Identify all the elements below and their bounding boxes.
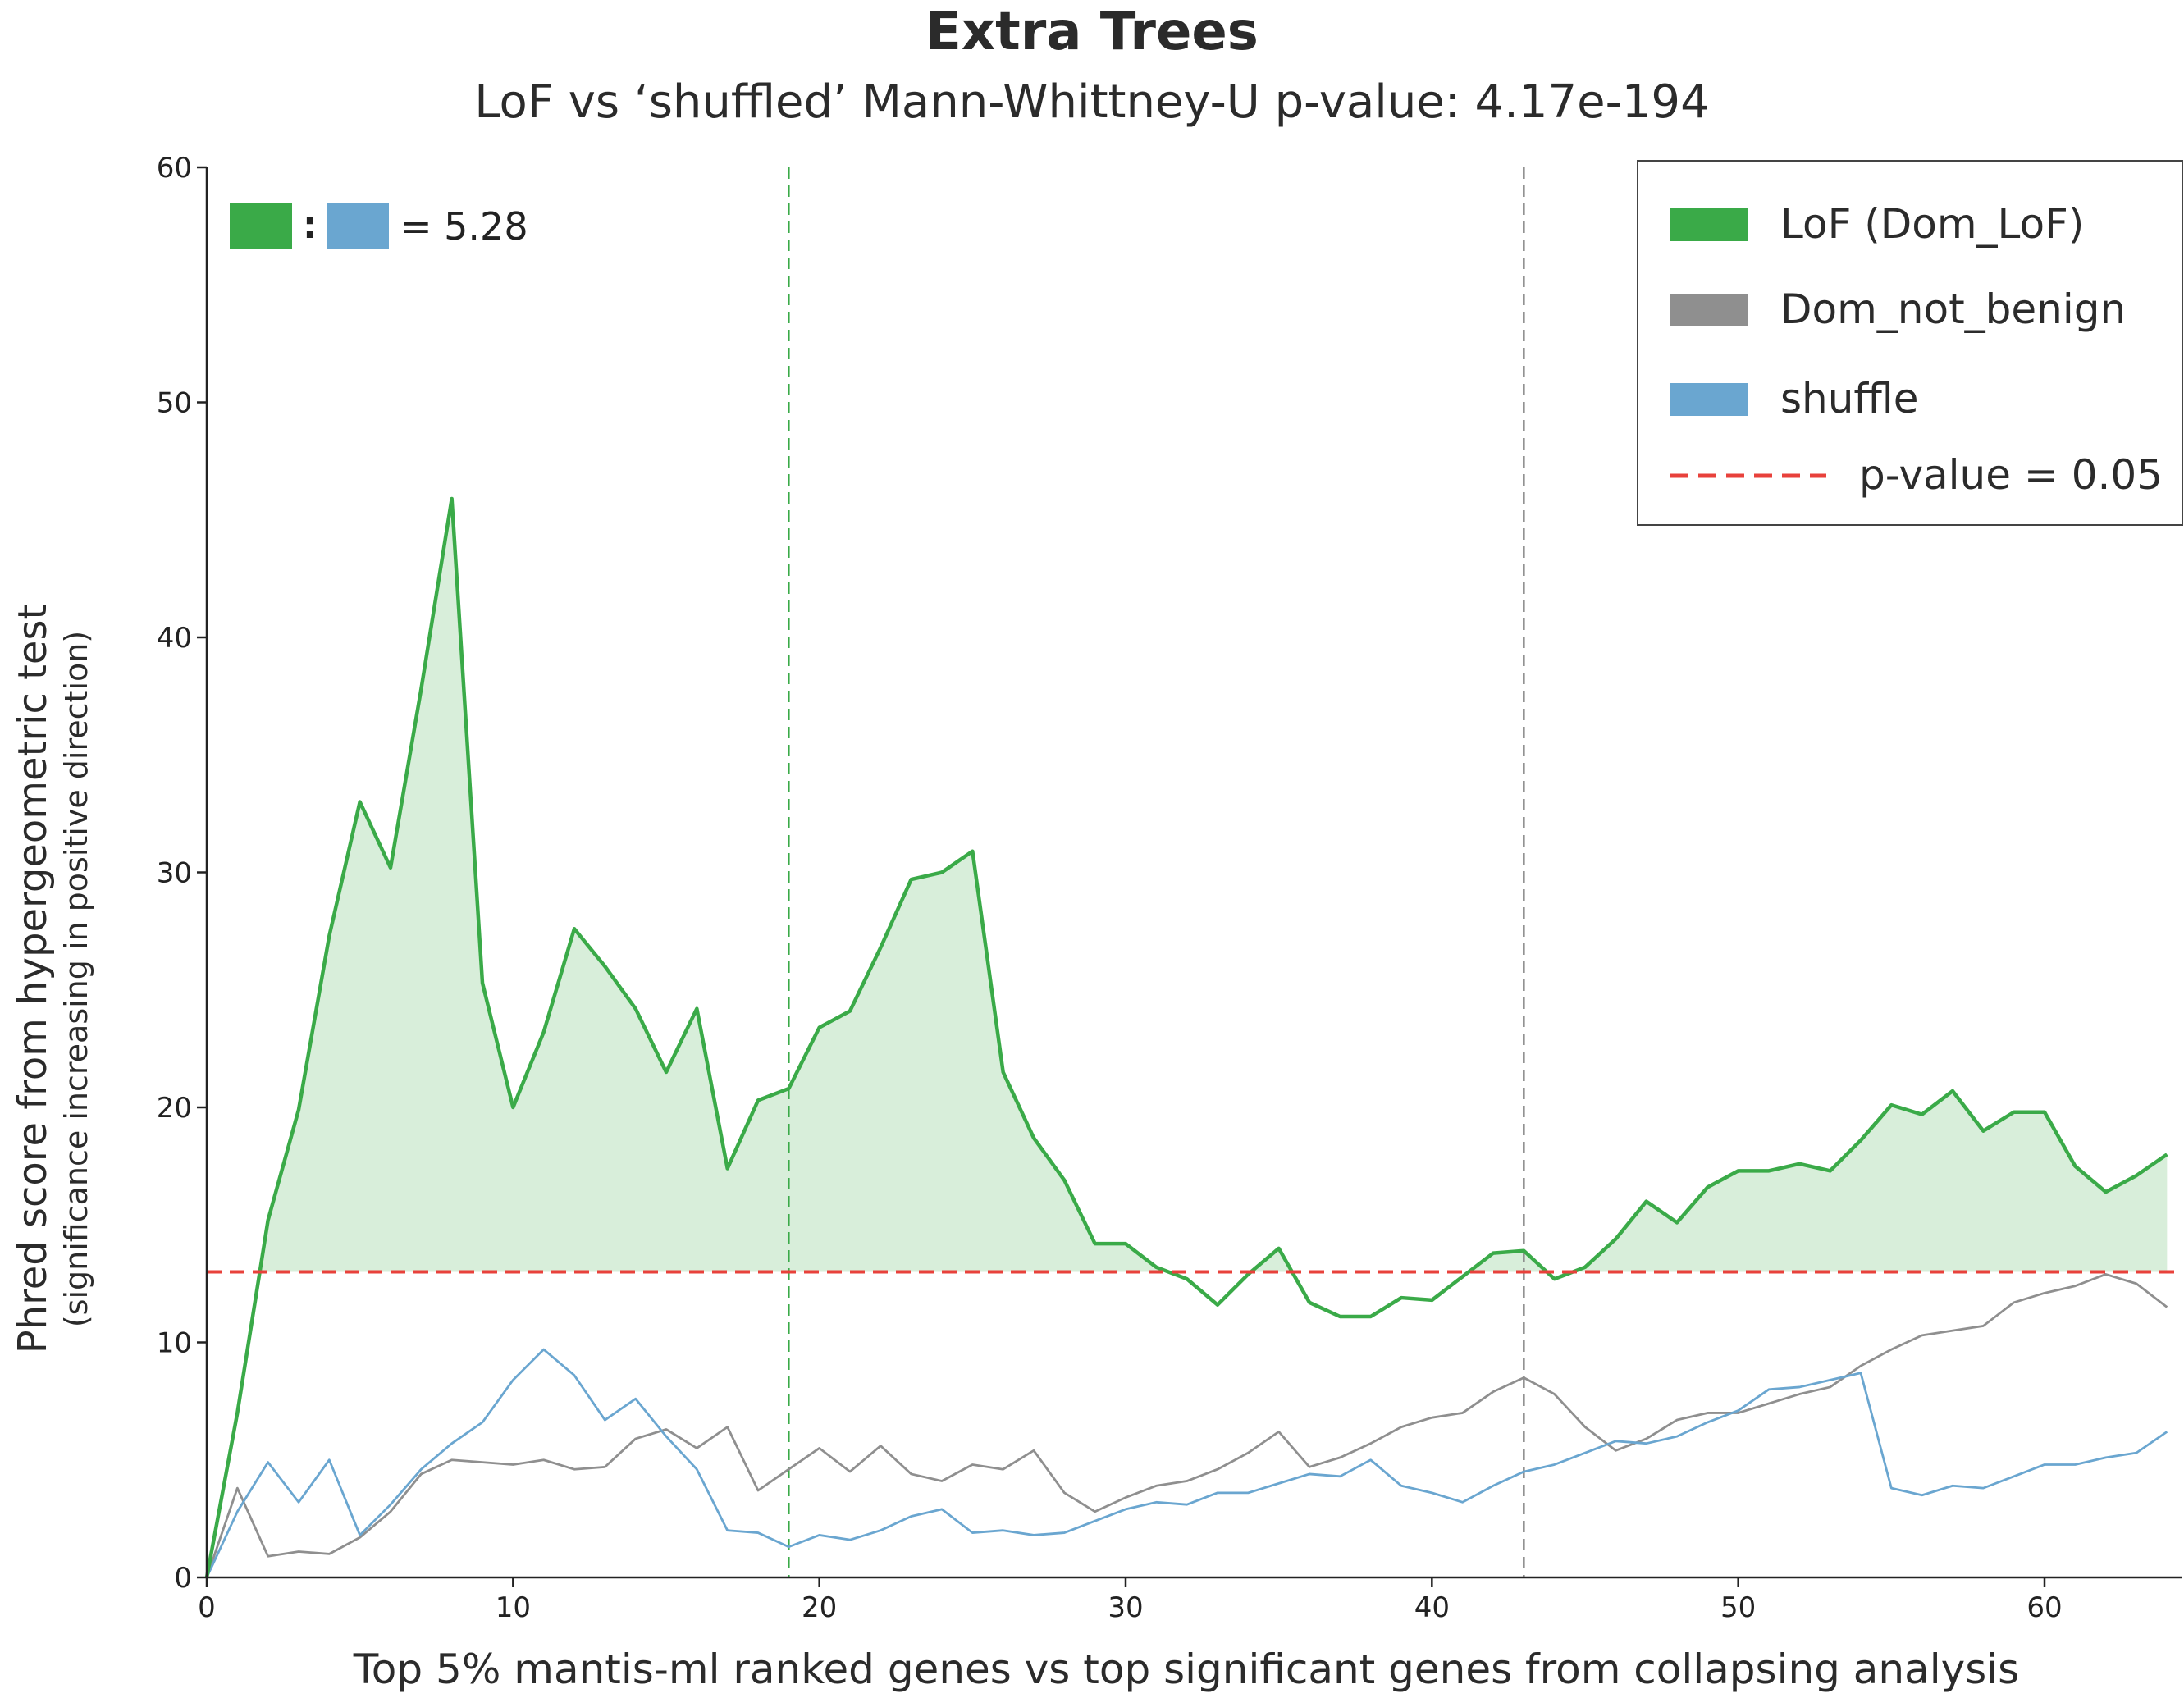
legend-label: shuffle xyxy=(1780,375,1919,422)
legend-swatch-dom-not-benign xyxy=(1670,294,1748,326)
legend-label: LoF (Dom_LoF) xyxy=(1780,200,2084,248)
y-tick-label: 50 xyxy=(157,387,192,420)
y-tick-label: 40 xyxy=(157,622,192,655)
x-tick-label: 50 xyxy=(1720,1591,1756,1624)
y-tick-label: 10 xyxy=(157,1327,192,1360)
ratio-separator: : xyxy=(303,203,318,247)
legend-label: Dom_not_benign xyxy=(1780,285,2126,333)
x-tick-label: 40 xyxy=(1414,1591,1450,1624)
series-line-dom-not-benign xyxy=(205,1273,2168,1578)
y-tick-label: 0 xyxy=(174,1562,192,1595)
ratio-annotation: : = 5.28 xyxy=(230,203,528,249)
chart-subtitle: LoF vs ‘shuffled’ Mann-Whittney-U p-valu… xyxy=(474,75,1710,129)
plot-area xyxy=(204,167,2182,1578)
y-tick-label: 30 xyxy=(157,857,192,890)
ratio-value: = 5.28 xyxy=(400,204,528,249)
x-tick-label: 0 xyxy=(198,1591,216,1624)
x-tick-label: 30 xyxy=(1108,1591,1143,1624)
x-tick-label: 10 xyxy=(496,1591,531,1624)
ratio-swatch-shuffle xyxy=(327,203,389,249)
x-axis-label: Top 5% mantis-ml ranked genes vs top sig… xyxy=(353,1646,2019,1693)
lof-shaded-area xyxy=(259,498,2168,1272)
y-axis-sublabel: (significance increasing in positive dir… xyxy=(58,631,94,1327)
series-line-shuffle xyxy=(205,1348,2168,1578)
legend-swatch-shuffle xyxy=(1670,383,1748,416)
chart-title: Extra Trees xyxy=(925,2,1259,62)
ratio-swatch-lof xyxy=(230,203,292,249)
legend-swatch-lof-dom-lof- xyxy=(1670,208,1748,241)
y-tick-label: 20 xyxy=(157,1092,192,1125)
x-tick-label: 20 xyxy=(802,1591,837,1624)
series-line-lof-dom-lof- xyxy=(204,496,2168,1578)
y-axis-label: Phred score from hypergeometric test xyxy=(10,605,56,1354)
y-tick-label: 60 xyxy=(157,152,192,185)
x-tick-label: 60 xyxy=(2026,1591,2062,1624)
legend-label: p-value = 0.05 xyxy=(1859,451,2163,499)
